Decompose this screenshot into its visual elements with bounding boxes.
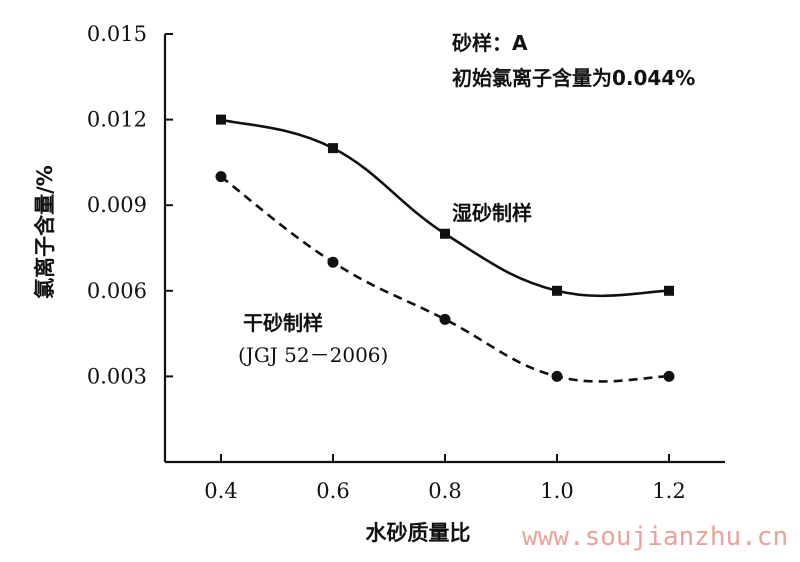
wet-series-label: 湿砂制样 (452, 201, 532, 225)
dry-series-point (663, 370, 675, 382)
x-axis-title: 水砂质量比 (366, 521, 471, 545)
ticks (165, 33, 670, 462)
wet-series-line (220, 118, 670, 298)
initial-content-annotation: 初始氯离子含量为0.044% (452, 66, 695, 90)
x-tick-label: 1.2 (652, 479, 685, 503)
dry-series-label: 干砂制样 (243, 311, 323, 335)
dry-series-standard: (JGJ 52－2006) (238, 343, 388, 367)
y-tick-label: 0.006 (87, 279, 147, 303)
x-tick-label: 1.0 (540, 479, 573, 503)
x-tick-label: 0.6 (316, 479, 349, 503)
wet-series-point (440, 228, 450, 239)
wet-series-point (552, 285, 562, 296)
y-axis-title: 氯离子含量/% (33, 165, 57, 299)
dry-series-point (439, 313, 451, 325)
series-markers (215, 114, 675, 382)
y-tick-label: 0.003 (87, 364, 147, 388)
y-tick-label: 0.009 (87, 193, 147, 217)
wet-series-point (216, 114, 226, 125)
sample-annotation: 砂样：A (452, 31, 528, 55)
dry-series-point (551, 370, 563, 382)
y-tick-label: 0.015 (87, 22, 147, 46)
dry-series-point (327, 256, 339, 268)
dry-series-point (215, 171, 227, 183)
y-tick-label: 0.012 (87, 108, 147, 132)
wet-series-point (328, 143, 338, 154)
wet-series-point (664, 285, 674, 296)
watermark: www.soujianzhu.cn (522, 522, 788, 552)
x-tick-label: 0.8 (428, 479, 461, 503)
x-tick-label: 0.4 (204, 479, 237, 503)
axes (163, 34, 725, 464)
dry-series-line (220, 175, 670, 383)
tick-labels: 0.003 0.006 0.009 0.012 0.015 0.4 0.6 0.8 1.0 1.2 (87, 22, 686, 503)
